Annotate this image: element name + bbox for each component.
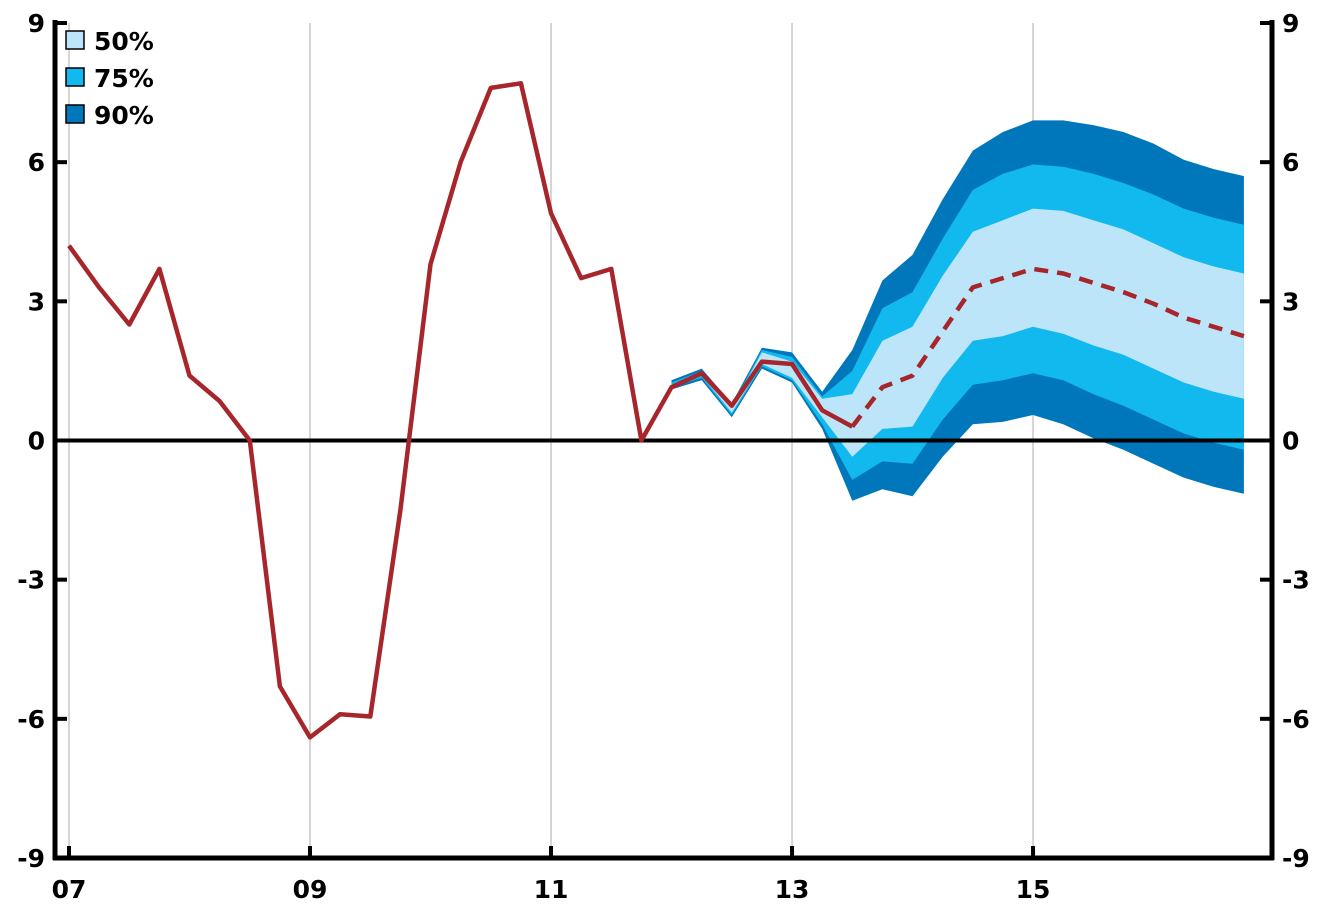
series-lines: [67, 81, 1245, 740]
x-tick-label-09: 09: [293, 875, 328, 904]
y-tick-label-right: 9: [1282, 9, 1299, 38]
y-tick-label-left: 3: [28, 287, 45, 316]
legend-label-90: 90%: [94, 101, 154, 130]
x-tick-label-13: 13: [775, 875, 810, 904]
x-tick-label-07: 07: [52, 875, 87, 904]
y-tick-label-left: 9: [28, 9, 45, 38]
y-tick-label-right: -3: [1282, 566, 1310, 595]
y-tick-label-right: 3: [1282, 287, 1299, 316]
legend-swatch-90: [65, 104, 85, 124]
legend-swatch-75: [65, 67, 85, 87]
actual-series-line: [67, 81, 854, 740]
y-tick-label-left: 6: [28, 148, 45, 177]
y-tick-label-left: -9: [17, 844, 45, 873]
axes: 9 96 63 30 0-3 -3-6 -6-9 -907 09 11 13 15: [17, 9, 1310, 904]
y-tick-label-right: -9: [1282, 844, 1310, 873]
legend: 50% 75% 90%: [65, 27, 154, 130]
legend-swatch-50: [65, 30, 85, 50]
y-tick-label-left: 0: [28, 427, 45, 456]
y-tick-label-right: -6: [1282, 705, 1310, 734]
projection-series-line: [850, 266, 1245, 428]
legend-label-75: 75%: [94, 64, 154, 93]
legend-label-50: 50%: [94, 27, 154, 56]
x-tick-label-11: 11: [534, 875, 569, 904]
y-tick-label-right: 0: [1282, 427, 1299, 456]
y-tick-label-left: -3: [17, 566, 45, 595]
x-tick-label-15: 15: [1016, 875, 1051, 904]
y-tick-label-left: -6: [17, 705, 45, 734]
y-tick-label-right: 6: [1282, 148, 1299, 177]
